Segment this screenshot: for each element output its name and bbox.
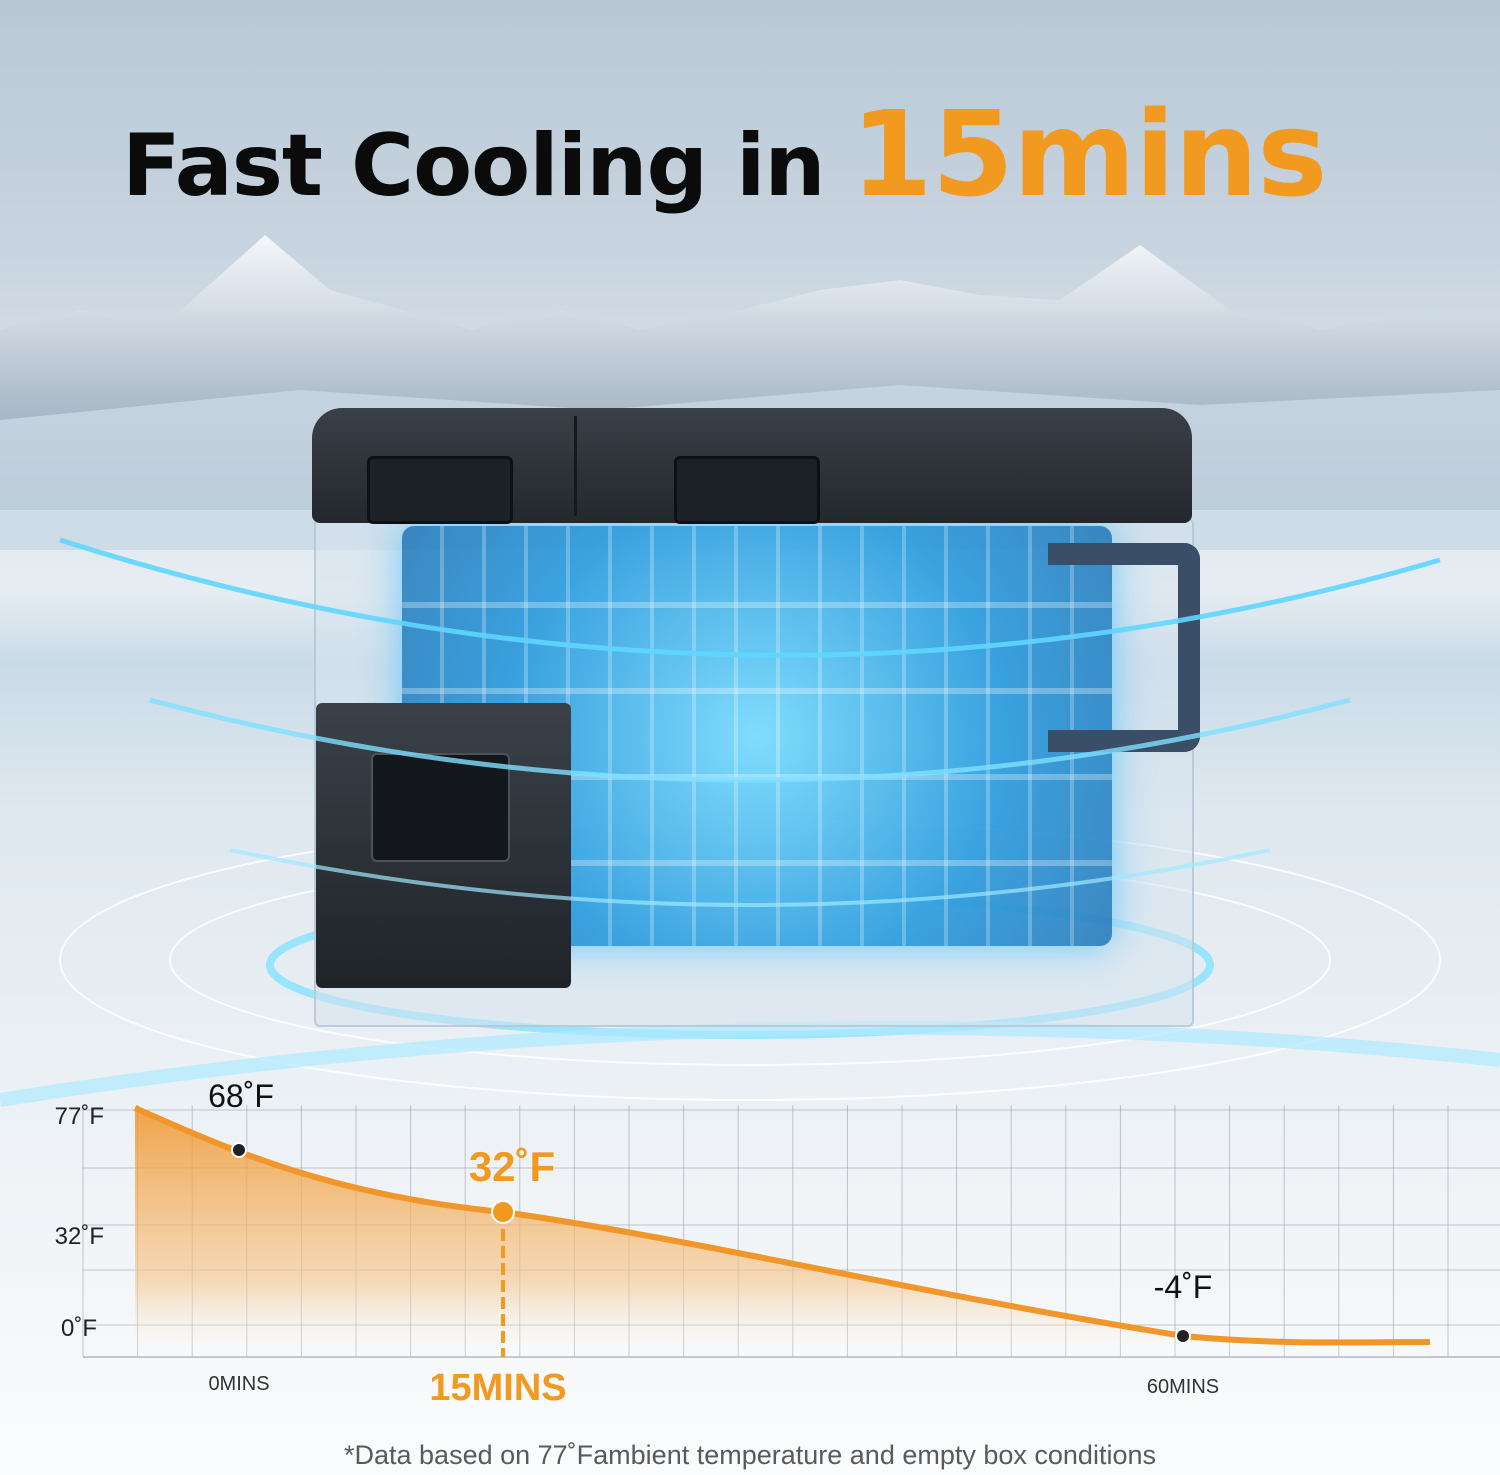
- temperature-line: [133, 1105, 1431, 1346]
- headline-highlight: 15mins: [850, 85, 1328, 223]
- x-tick-label: 60MINS: [1147, 1376, 1219, 1398]
- x-tick-label: 0MINS: [208, 1373, 269, 1395]
- data-point: [1175, 1328, 1191, 1344]
- portable-fridge-cooler-icon: [312, 408, 1200, 1028]
- cooling-chart: 77˚F 32˚F 0˚F 0MINS 15MINS 60MINS 68˚F 3…: [55, 1078, 1500, 1409]
- cooler-lid: [312, 408, 1192, 524]
- y-tick-label: 0˚F: [61, 1315, 97, 1342]
- point-label: -4˚F: [1154, 1269, 1213, 1305]
- headline-text: Fast Cooling in: [122, 116, 826, 216]
- temperature-area: [135, 1108, 1430, 1357]
- point-label-highlight: 32˚F: [469, 1143, 555, 1190]
- latch-icon: [674, 456, 820, 524]
- headline: Fast Cooling in 15mins: [122, 85, 1328, 223]
- control-panel-icon: [371, 753, 510, 862]
- y-tick-label: 77˚F: [55, 1103, 104, 1130]
- compressor-compartment: [316, 703, 571, 988]
- data-point: [231, 1142, 247, 1158]
- side-handle-icon: [1048, 543, 1200, 752]
- y-tick-label: 32˚F: [55, 1223, 104, 1250]
- latch-icon: [367, 456, 513, 524]
- x-tick-label-highlight: 15MINS: [429, 1367, 566, 1409]
- point-label: 68˚F: [208, 1078, 274, 1114]
- footnote: *Data based on 77˚Fambient temperature a…: [344, 1440, 1156, 1470]
- data-point: [491, 1200, 515, 1224]
